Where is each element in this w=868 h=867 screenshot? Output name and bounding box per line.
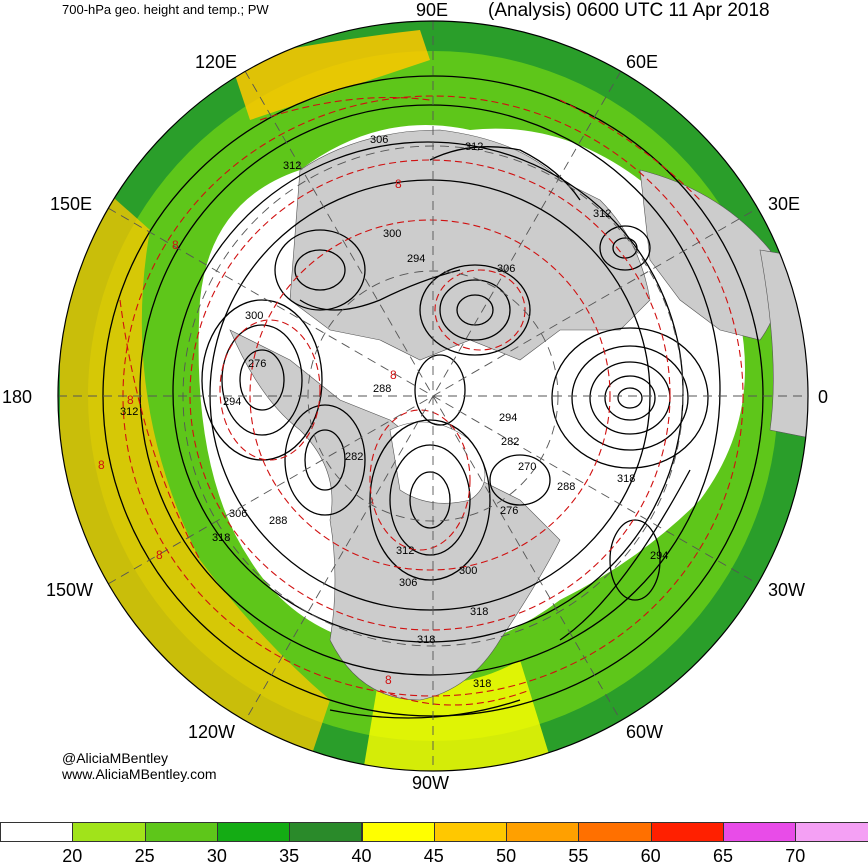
colorbar-segment [361, 822, 435, 842]
colorbar-segment [72, 822, 146, 842]
height-contour-label: 312 [465, 141, 484, 153]
height-contour-label: 282 [345, 451, 364, 463]
height-contour-label: 270 [518, 461, 537, 473]
height-contour-label: 318 [470, 606, 489, 618]
lon-label-120e: 120E [195, 52, 238, 72]
height-contour-label: 294 [223, 396, 242, 408]
lon-label-30e: 30E [768, 194, 801, 214]
height-contour-label: 276 [500, 505, 519, 517]
graticule [58, 21, 808, 771]
colorbar-segment [506, 822, 580, 842]
height-contour-label: 276 [248, 358, 267, 370]
height-contour-label: 312 [396, 545, 415, 557]
colorbar-tick-label: 20 [62, 846, 83, 866]
colorbar-segment [0, 822, 74, 842]
colorbar-segment [144, 822, 218, 842]
colorbar-segment [433, 822, 508, 842]
colorbar-tick-label: 55 [568, 846, 589, 866]
colorbar-segment [650, 822, 724, 842]
height-contour-label: 300 [245, 310, 264, 322]
title-right: (Analysis) 0600 UTC 11 Apr 2018 [488, 0, 770, 21]
colorbar-segment [578, 822, 652, 842]
pw-colorbar [0, 822, 868, 844]
colorbar-tick-label: 45 [423, 846, 444, 866]
colorbar-tick-label: 60 [640, 846, 661, 866]
colorbar-segment [723, 822, 797, 842]
colorbar-segment [795, 822, 868, 842]
height-contour-label: 318 [617, 473, 636, 485]
temperature-contour-label: 8 [98, 458, 105, 472]
lon-label-60w: 60W [626, 722, 664, 742]
height-contour-label: 312 [283, 160, 302, 172]
lon-label-150e: 150E [50, 194, 93, 214]
height-contour-label: 312 [593, 208, 612, 220]
height-contour-label: 294 [499, 412, 518, 424]
temperature-contour-label: 8 [395, 177, 402, 191]
temperature-contour-label: 8 [172, 238, 179, 252]
lon-label-90e: 90E [416, 0, 449, 20]
height-contour-label: 300 [459, 565, 478, 577]
colorbar-tick-label: 50 [496, 846, 517, 866]
height-contour-label: 318 [417, 634, 436, 646]
height-contour-label: 294 [650, 550, 669, 562]
credit-site: www.AliciaMBentley.com [62, 766, 217, 782]
height-contour-label: 300 [383, 228, 402, 240]
title-left: 700-hPa geo. height and temp.; PW [62, 2, 269, 17]
temperature-contour-label: 8 [156, 548, 163, 562]
lon-label-90w: 90W [412, 773, 450, 793]
height-contour-label: 306 [229, 508, 248, 520]
temperature-contour-label: 8 [390, 368, 397, 382]
height-contour-label: 306 [497, 263, 516, 275]
colorbar-segment [216, 822, 291, 842]
height-contour-label: 312 [120, 406, 139, 418]
height-contour-label: 288 [557, 481, 576, 493]
height-contour-label: 288 [373, 383, 392, 395]
height-contour-label: 306 [399, 577, 418, 589]
temperature-contour-label: 8 [127, 393, 134, 407]
height-contour-label: 318 [473, 678, 492, 690]
land-asia [289, 129, 651, 361]
height-contour-label: 318 [212, 532, 231, 544]
colorbar-tick-label: 40 [351, 846, 372, 866]
lon-label-0: 0 [818, 387, 829, 407]
lon-label-180: 180 [2, 387, 33, 407]
height-contour-label: 306 [370, 134, 389, 146]
temperature-contour-label: 8 [385, 673, 392, 687]
map-border [57, 20, 809, 772]
lon-label-120w: 120W [188, 722, 236, 742]
lon-label-150w: 150W [46, 580, 94, 600]
lon-label-30w: 30W [768, 580, 806, 600]
colorbar-tick-label: 25 [134, 846, 155, 866]
lon-label-60e: 60E [626, 52, 659, 72]
colorbar-segment [289, 822, 363, 842]
colorbar-tick-label: 70 [785, 846, 806, 866]
height-contour-label: 288 [269, 515, 288, 527]
land-europe [639, 169, 779, 341]
colorbar-tick-label: 30 [206, 846, 227, 866]
height-contour-label: 294 [407, 253, 426, 265]
credit-handle: @AliciaMBentley [62, 750, 169, 766]
colorbar-tick-label: 35 [279, 846, 300, 866]
colorbar-tick-label: 65 [712, 846, 734, 866]
height-contour-label: 282 [501, 436, 520, 448]
